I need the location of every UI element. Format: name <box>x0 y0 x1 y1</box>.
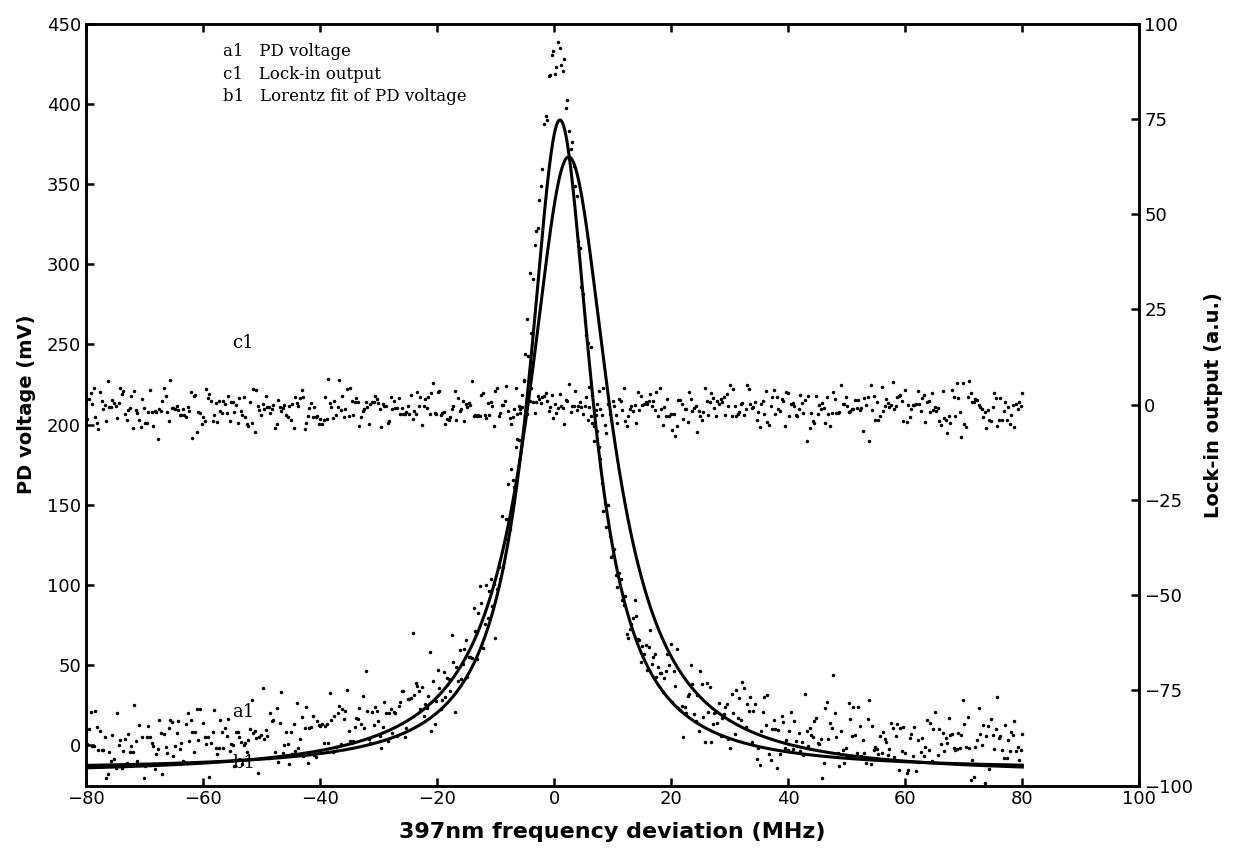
Y-axis label: Lock-in output (a.u.): Lock-in output (a.u.) <box>1204 292 1224 517</box>
X-axis label: 397nm frequency deviation (MHz): 397nm frequency deviation (MHz) <box>399 822 826 843</box>
Text: c1: c1 <box>232 333 254 351</box>
Text: a1   PD voltage: a1 PD voltage <box>223 43 351 60</box>
Text: b1: b1 <box>232 754 255 772</box>
Text: b1   Lorentz fit of PD voltage: b1 Lorentz fit of PD voltage <box>223 88 466 106</box>
Text: a1: a1 <box>232 703 254 721</box>
Text: c1   Lock-in output: c1 Lock-in output <box>223 65 381 82</box>
Y-axis label: PD voltage (mV): PD voltage (mV) <box>16 315 36 495</box>
